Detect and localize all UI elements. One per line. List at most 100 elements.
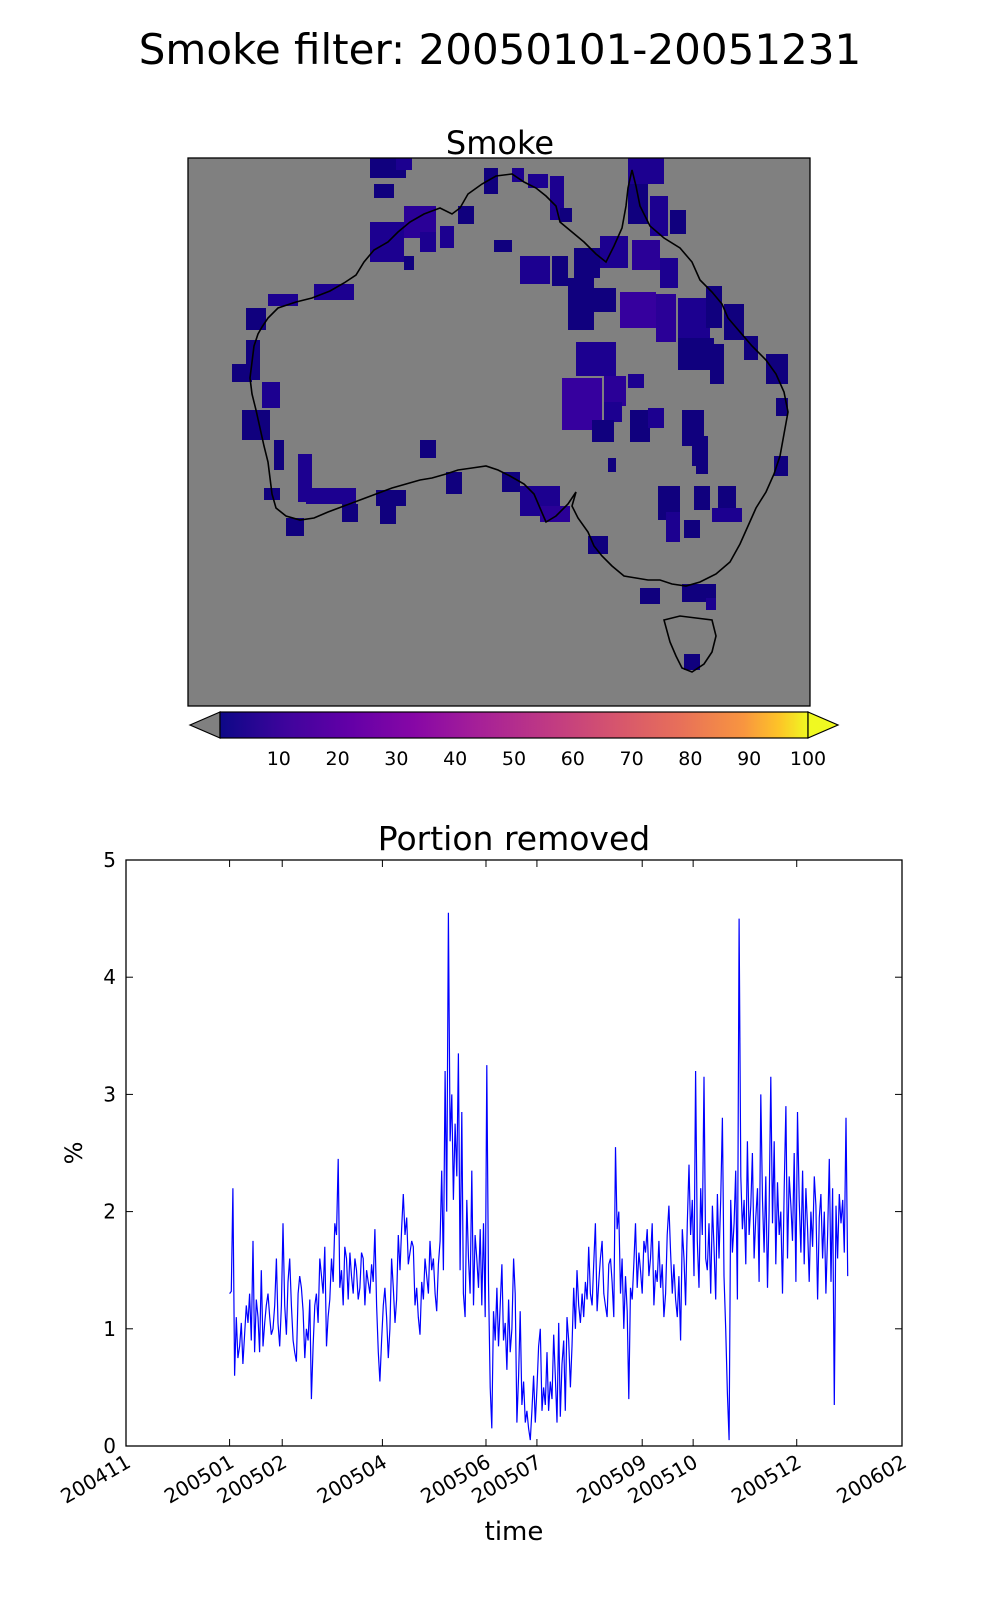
smoke-pixel (640, 588, 660, 604)
smoke-pixel (232, 364, 252, 382)
smoke-pixel (632, 240, 660, 270)
map-title: Smoke (446, 124, 554, 162)
smoke-pixel (376, 490, 406, 506)
colorbar-over-arrow (807, 711, 840, 739)
colorbar-tick-label: 30 (384, 748, 408, 770)
smoke-pixel (420, 232, 436, 252)
smoke-pixel (648, 408, 664, 428)
smoke-pixel (600, 236, 628, 268)
colorbar-tick-label: 100 (790, 748, 826, 770)
smoke-pixel (670, 210, 686, 234)
smoke-pixel (696, 462, 708, 474)
smoke-pixel (684, 520, 700, 538)
smoke-pixel (692, 436, 708, 466)
smoke-pixel (706, 598, 716, 610)
smoke-pixel (744, 336, 758, 360)
smoke-pixel (374, 184, 394, 198)
smoke-pixel (656, 294, 676, 342)
y-tick-label: 5 (103, 848, 116, 872)
smoke-pixel (520, 256, 550, 284)
smoke-pixel (682, 584, 716, 602)
smoke-pixel (608, 458, 616, 472)
smoke-pixel (766, 354, 788, 384)
series-line (229, 912, 849, 1441)
smoke-pixel (574, 248, 600, 278)
colorbar-tick-label: 10 (267, 748, 291, 770)
line-title: Portion removed (378, 819, 650, 858)
smoke-pixel (314, 284, 354, 300)
smoke-pixel (494, 240, 512, 252)
colorbar-ticks: 10 20 30 40 50 60 70 80 90 100 (267, 748, 826, 770)
smoke-pixel (404, 256, 414, 270)
smoke-pixel (592, 420, 614, 442)
smoke-pixel (446, 472, 462, 494)
x-tick-label: 200512 (727, 1450, 805, 1509)
smoke-pixel (246, 308, 266, 330)
smoke-pixel (776, 398, 788, 416)
smoke-pixel (694, 486, 710, 510)
y-tick-label: 4 (103, 965, 116, 989)
smoke-pixel (650, 196, 668, 236)
colorbar-tick-label: 50 (502, 748, 526, 770)
smoke-pixel (666, 512, 680, 542)
australia-coastline (249, 169, 789, 587)
map-frame (187, 157, 811, 707)
y-axis: 0 1 2 3 4 5 (103, 848, 902, 1458)
colorbar-tick-label: 20 (326, 748, 350, 770)
smoke-pixel (552, 256, 568, 286)
x-axis-label: time (485, 1517, 544, 1547)
smoke-pixels (232, 158, 788, 670)
smoke-pixel (724, 304, 744, 340)
smoke-pixel (684, 654, 700, 670)
smoke-pixel (502, 472, 520, 492)
smoke-pixel (678, 338, 714, 370)
colorbar-tick-label: 40 (443, 748, 467, 770)
colorbar-tick-label: 70 (620, 748, 644, 770)
smoke-pixel (710, 344, 724, 384)
colorbar-gradient (219, 711, 809, 739)
smoke-pixel (588, 536, 608, 554)
smoke-pixel (560, 208, 572, 222)
smoke-pixel (396, 158, 412, 170)
x-tick-label: 200504 (313, 1450, 391, 1509)
figure-title: Smoke filter: 20050101-20051231 (139, 25, 861, 74)
smoke-pixel (242, 410, 270, 440)
smoke-pixel (484, 168, 498, 194)
smoke-pixel (262, 382, 280, 408)
smoke-pixel (620, 292, 656, 328)
smoke-pixel (604, 376, 626, 406)
colorbar-under-arrow (188, 711, 221, 739)
colorbar-tick-label: 80 (678, 748, 702, 770)
smoke-pixel (268, 294, 298, 306)
tasmania-coastline (663, 615, 717, 673)
x-tick-label: 200602 (832, 1450, 910, 1509)
smoke-pixel (440, 226, 454, 248)
x-tick-label: 200411 (56, 1450, 134, 1509)
y-tick-label: 3 (103, 1082, 116, 1106)
smoke-pixel (628, 158, 664, 184)
smoke-pixel (658, 486, 680, 520)
colorbar-tick-label: 90 (737, 748, 761, 770)
smoke-pixel (660, 258, 678, 288)
y-axis-label: % (60, 1142, 88, 1165)
smoke-pixel (342, 504, 358, 522)
y-tick-label: 2 (103, 1200, 116, 1224)
smoke-pixel (306, 488, 356, 504)
smoke-pixel (628, 184, 648, 224)
y-tick-label: 0 (103, 1434, 116, 1458)
smoke-pixel (458, 206, 474, 224)
smoke-pixel (512, 168, 524, 182)
smoke-pixel (630, 410, 650, 442)
smoke-pixel (712, 508, 742, 522)
smoke-pixel (420, 440, 436, 458)
smoke-pixel (528, 174, 548, 188)
colorbar-tick-label: 60 (561, 748, 585, 770)
smoke-pixel (678, 298, 710, 338)
smoke-pixel (604, 402, 622, 422)
smoke-pixel (576, 342, 616, 376)
smoke-pixel (628, 374, 644, 388)
plot-area (125, 859, 903, 1447)
map-panel (187, 157, 811, 707)
